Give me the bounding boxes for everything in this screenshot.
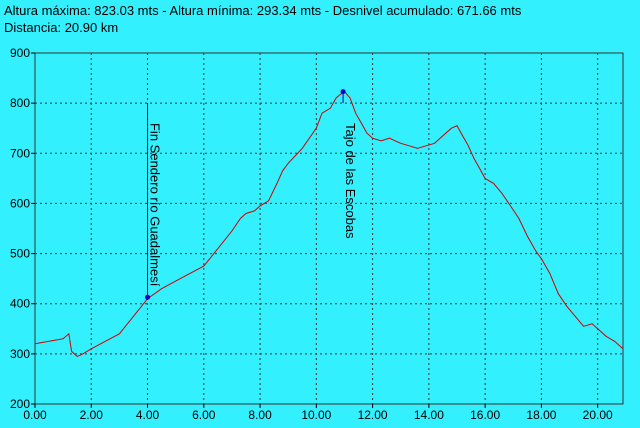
annotation-point [340, 89, 346, 95]
annotations: Fin Sendero río Guadalmesí Tajo de las Es… [145, 89, 358, 300]
y-axis: 200 300 400 500 600 700 800 900 [10, 46, 35, 411]
y-tick-label: 600 [10, 196, 30, 210]
elevation-line [34, 90, 624, 357]
x-tick-label: 20.00 [583, 408, 613, 422]
x-axis: 0.00 2.00 4.00 6.00 8.00 10.00 12.00 14.00 16.00… [23, 404, 613, 422]
y-tick-label: 900 [10, 46, 30, 60]
x-tick-label: 6.00 [192, 408, 216, 422]
y-tick-label: 300 [10, 347, 30, 361]
chart-header: Altura máxima: 823.03 mts - Altura mínim… [4, 2, 521, 36]
plot-frame [34, 52, 624, 405]
y-tick-label: 800 [10, 96, 30, 110]
distance-line: Distancia: 20.90 km [4, 20, 119, 35]
grid [35, 53, 623, 404]
y-tick-label: 400 [10, 297, 30, 311]
x-tick-label: 14.00 [414, 408, 444, 422]
x-tick-label: 2.00 [80, 408, 104, 422]
y-tick-label: 200 [10, 397, 30, 411]
y-tick-label: 700 [10, 146, 30, 160]
x-tick-label: 16.00 [470, 408, 500, 422]
x-tick-label: 18.00 [526, 408, 556, 422]
stats-line: Altura máxima: 823.03 mts - Altura mínim… [4, 3, 522, 18]
y-tick-label: 500 [10, 247, 30, 261]
x-tick-label: 0.00 [23, 408, 47, 422]
x-tick-label: 10.00 [301, 408, 331, 422]
x-tick-label: 4.00 [136, 408, 160, 422]
x-tick-label: 12.00 [358, 408, 388, 422]
annotation-label: Fin Sendero río Guadalmesí [148, 123, 163, 287]
annotation-label: Tajo de las Escobas [343, 123, 358, 239]
x-tick-label: 8.00 [248, 408, 272, 422]
annotation-point [145, 294, 151, 300]
